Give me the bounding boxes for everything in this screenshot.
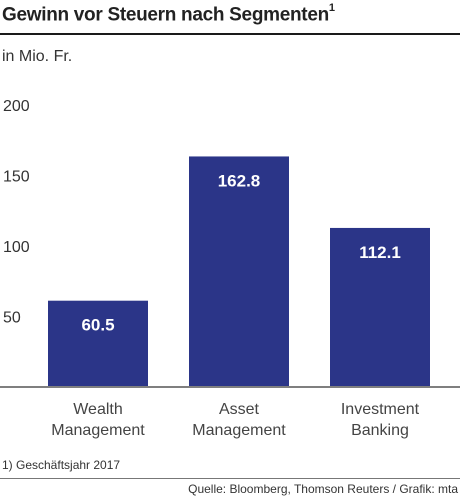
chart-title: Gewinn vor Steuern nach Segmenten1 xyxy=(2,2,335,26)
bar-value-label: 60.5 xyxy=(81,316,114,335)
bar-chart: 50 100 150 200 60.5 Wealth Management 162.8 Asse… xyxy=(0,98,460,439)
unit-label: in Mio. Fr. xyxy=(2,48,73,65)
bar xyxy=(330,227,430,386)
footnote: 1) Geschäftsjahr 2017 xyxy=(2,458,121,472)
x-category-label: Management xyxy=(192,422,286,439)
title-divider xyxy=(0,33,460,35)
y-tick-label: 200 xyxy=(3,98,30,115)
title-footnote-marker: 1 xyxy=(328,2,335,14)
y-tick-label: 50 xyxy=(3,310,21,327)
bar-value-label: 162.8 xyxy=(218,171,261,190)
y-tick-label: 150 xyxy=(3,169,30,186)
x-category-label: Banking xyxy=(351,422,409,439)
bar xyxy=(48,300,148,386)
x-category-label: Wealth xyxy=(73,401,123,418)
y-tick-label: 100 xyxy=(3,239,30,256)
chart-title-text: Gewinn vor Steuern nach Segmenten xyxy=(2,4,329,26)
bar xyxy=(189,156,289,386)
source-credit: Quelle: Bloomberg, Thomson Reuters / Gra… xyxy=(188,482,458,496)
footer-divider xyxy=(0,478,460,479)
x-category-label: Investment xyxy=(341,401,420,418)
x-category-label: Asset xyxy=(219,401,260,418)
x-category-label: Management xyxy=(51,422,145,439)
bar-value-label: 112.1 xyxy=(359,243,401,262)
